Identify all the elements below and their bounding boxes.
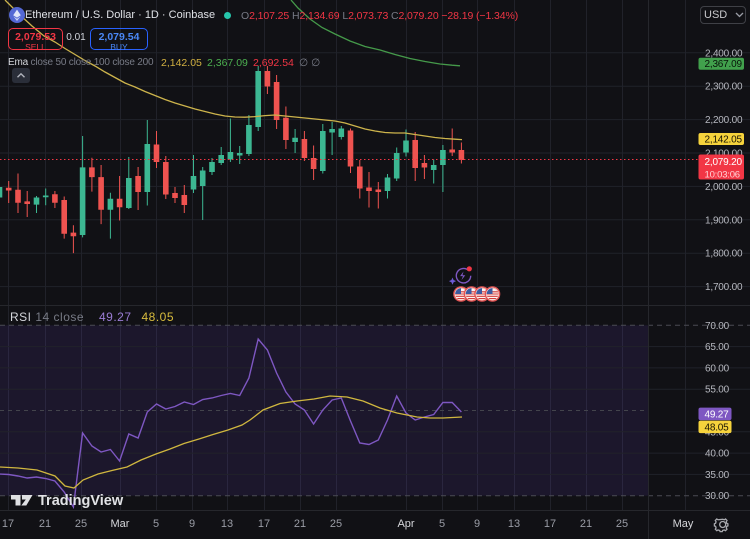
- svg-text:Apr: Apr: [397, 518, 414, 530]
- svg-text:17: 17: [2, 518, 14, 530]
- svg-text:2,000.00: 2,000.00: [705, 182, 743, 193]
- svg-text:5: 5: [439, 518, 445, 530]
- svg-text:60.00: 60.00: [705, 363, 730, 374]
- svg-text:17: 17: [258, 518, 270, 530]
- svg-text:25: 25: [616, 518, 628, 530]
- svg-text:Mar: Mar: [111, 518, 130, 530]
- svg-text:2,367.09: 2,367.09: [705, 59, 743, 70]
- svg-text:1,800.00: 1,800.00: [705, 249, 743, 260]
- svg-text:21: 21: [580, 518, 592, 530]
- svg-text:55.00: 55.00: [705, 385, 730, 396]
- svg-text:21: 21: [294, 518, 306, 530]
- svg-text:25: 25: [75, 518, 87, 530]
- svg-text:2,200.00: 2,200.00: [705, 115, 743, 126]
- svg-text:35.00: 35.00: [705, 470, 730, 481]
- svg-text:2,142.05: 2,142.05: [705, 134, 743, 145]
- svg-text:2,100.00: 2,100.00: [705, 149, 743, 160]
- svg-text:48.05: 48.05: [705, 423, 730, 434]
- svg-text:10:03:06: 10:03:06: [705, 169, 740, 180]
- svg-text:49.27: 49.27: [705, 409, 730, 420]
- svg-text:2,300.00: 2,300.00: [705, 82, 743, 93]
- svg-text:9: 9: [474, 518, 480, 530]
- svg-text:9: 9: [189, 518, 195, 530]
- svg-text:70.00: 70.00: [705, 321, 730, 332]
- svg-text:1,900.00: 1,900.00: [705, 215, 743, 226]
- svg-text:40.00: 40.00: [705, 449, 730, 460]
- svg-text:2,079.20: 2,079.20: [705, 157, 743, 168]
- svg-text:65.00: 65.00: [705, 342, 730, 353]
- svg-text:25: 25: [330, 518, 342, 530]
- svg-text:13: 13: [508, 518, 520, 530]
- svg-text:13: 13: [221, 518, 233, 530]
- svg-text:17: 17: [544, 518, 556, 530]
- svg-text:May: May: [673, 518, 694, 530]
- svg-text:2,400.00: 2,400.00: [705, 48, 743, 59]
- svg-text:30.00: 30.00: [705, 491, 730, 502]
- svg-text:21: 21: [39, 518, 51, 530]
- svg-text:5: 5: [153, 518, 159, 530]
- svg-text:1,700.00: 1,700.00: [705, 282, 743, 293]
